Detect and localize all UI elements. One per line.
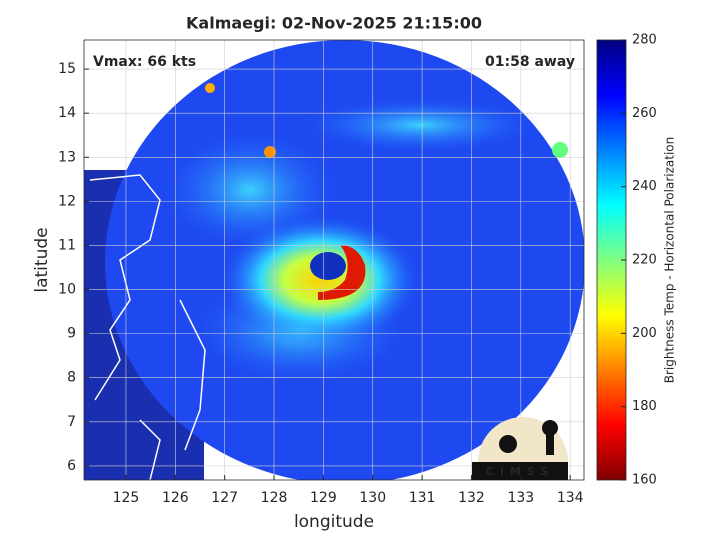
logo: CIMSS [472,417,568,480]
colorbar-tick-label: 200 [632,326,657,341]
y-tick-label: 13 [58,149,76,165]
colorbar-label: Brightness Temp - Horizontal Polarizatio… [663,137,677,384]
y-tick-label: 11 [58,237,76,253]
x-tick-label: 131 [409,490,436,506]
x-tick-label: 125 [113,490,140,506]
y-tick-label: 14 [58,105,76,121]
colorbar-tick-label: 280 [632,33,657,48]
y-tick-label: 12 [58,193,76,209]
y-axis-label: latitude [32,227,52,292]
x-tick-label: 132 [458,490,485,506]
colorbar-tick-label: 180 [632,399,657,414]
grid [84,40,584,480]
y-tick-label: 15 [58,61,76,77]
x-tick-label: 130 [359,490,386,506]
y-tick-label: 10 [58,282,76,298]
chart-title: Kalmaegi: 02-Nov-2025 21:15:00 [186,14,482,33]
imagery [84,40,584,480]
colorbar-tick-label: 260 [632,106,657,121]
y-tick-label: 6 [67,458,76,474]
plot-frame [83,39,585,481]
annotation: 01:58 away [485,54,575,70]
x-axis-label: longitude [294,512,374,532]
colorbar-tick-label: 160 [632,473,657,488]
colorbar-tick-label: 220 [632,253,657,268]
y-tick-label: 9 [67,326,76,342]
x-tick-label: 126 [162,490,189,506]
x-tick-label: 128 [261,490,288,506]
x-tick-label: 134 [557,490,584,506]
y-tick-label: 7 [67,414,76,430]
colorbar-tick-label: 240 [632,179,657,194]
annotation: Vmax: 66 kts [93,54,196,70]
x-tick-label: 127 [211,490,238,506]
x-tick-label: 129 [310,490,337,506]
y-tick-label: 8 [67,370,76,386]
logo-text: CIMSS [486,465,554,478]
x-tick-label: 133 [507,490,534,506]
